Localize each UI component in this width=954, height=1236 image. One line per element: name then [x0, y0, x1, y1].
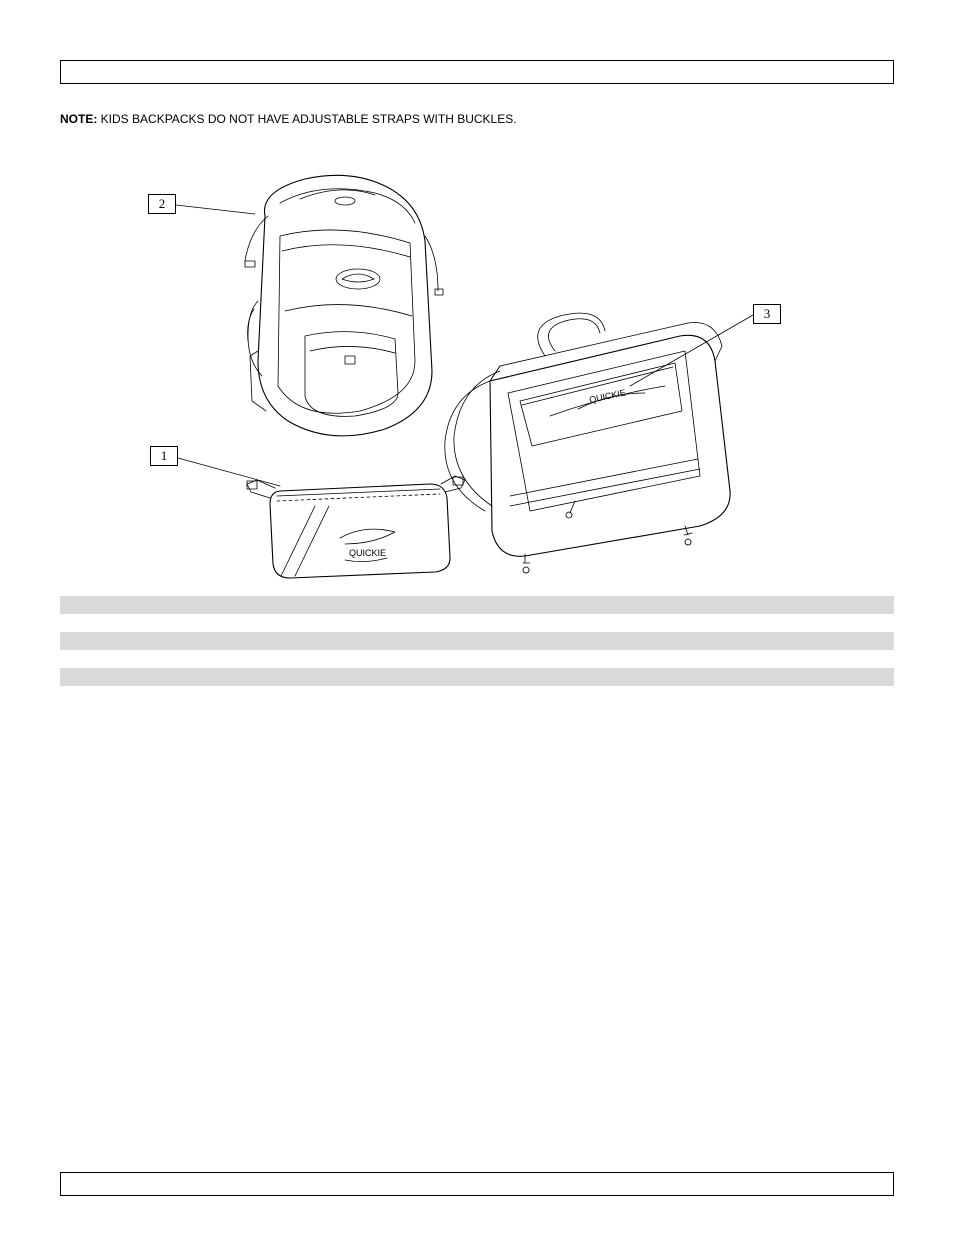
page: NOTE: KIDS BACKPACKS DO NOT HAVE ADJUSTA…: [0, 0, 954, 1236]
table-row: [60, 668, 894, 686]
footer-box: [60, 1172, 894, 1196]
table-body: [60, 596, 894, 704]
table-row: [60, 632, 894, 650]
pouch-drawing: QUICKIE: [245, 466, 465, 586]
note-text: KIDS BACKPACKS DO NOT HAVE ADJUSTABLE ST…: [97, 112, 516, 126]
parts-table: [60, 596, 894, 704]
note-label: NOTE:: [60, 112, 97, 126]
table-row: [60, 614, 894, 632]
table-row: [60, 686, 894, 704]
note-line: NOTE: KIDS BACKPACKS DO NOT HAVE ADJUSTA…: [60, 112, 894, 126]
brand-text-lower: QUICKIE: [349, 548, 386, 558]
kids-backpack-drawing: QUICKIE: [430, 301, 750, 581]
figure-area: 2 3 1: [60, 156, 894, 586]
title-box: [60, 60, 894, 84]
table-row: [60, 650, 894, 668]
table-row: [60, 596, 894, 614]
